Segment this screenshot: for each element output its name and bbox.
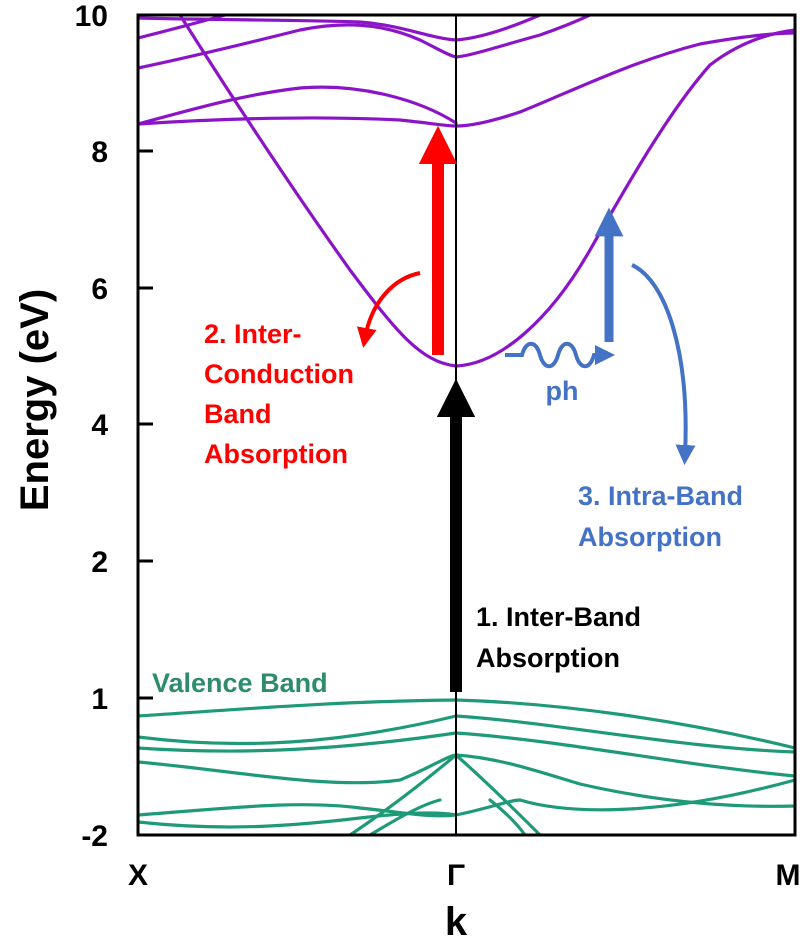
y-tick-8: 8: [91, 136, 108, 169]
y-tick-1: 1: [91, 683, 108, 716]
conduction-bands: [138, 15, 795, 368]
x-axis-label: k: [445, 900, 468, 944]
inter-band-label-line-1: 1. Inter-Band: [476, 602, 641, 632]
valence-bands: [138, 698, 795, 835]
y-tick-2: 2: [91, 546, 108, 579]
x-tick-X: X: [128, 859, 148, 892]
valence-band-6: [138, 811, 458, 829]
valence-band-8: [368, 798, 442, 835]
phonon-label: ph: [546, 376, 579, 406]
valence-band-9: [488, 798, 527, 835]
conduction-band-lowest: [178, 15, 795, 368]
inter-conduction-label-line-1: 2. Inter-: [204, 319, 302, 349]
conduction-band-2: [138, 31, 795, 128]
intra-band-curved-arrow: [631, 263, 696, 465]
valence-band-7: [348, 752, 542, 835]
phonon-wave-arrow: [505, 341, 615, 369]
y-tick-4: 4: [91, 409, 108, 442]
inter-band-label: 1. Inter-Band Absorption: [476, 602, 641, 673]
y-tick-marks: [138, 13, 153, 837]
valence-band-1: [138, 698, 795, 750]
y-tick-6: 6: [91, 273, 108, 306]
valence-band-label: Valence Band: [152, 668, 328, 698]
conduction-band-5: [138, 15, 542, 42]
inter-conduction-label: 2. Inter- Conduction Band Absorption: [204, 319, 354, 469]
y-tick-10: 10: [75, 0, 108, 33]
inter-conduction-label-line-2: Conduction: [204, 359, 354, 389]
valence-band-5: [138, 778, 795, 818]
inter-conduction-label-line-3: Band: [204, 399, 272, 429]
inter-band-label-line-2: Absorption: [476, 643, 620, 673]
y-tick-minus-2: -2: [81, 820, 108, 853]
x-tick-gamma: Γ: [447, 859, 465, 892]
y-axis-label: Energy (eV): [13, 289, 57, 511]
inter-conduction-curved-arrow: [356, 271, 421, 348]
conduction-band-3: [138, 15, 592, 70]
conduction-band-6: [138, 85, 458, 126]
intra-band-label: 3. Intra-Band Absorption: [578, 481, 743, 552]
intra-band-label-line-1: 3. Intra-Band: [578, 481, 743, 511]
x-tick-M: M: [776, 859, 801, 892]
intra-band-label-line-2: Absorption: [578, 522, 722, 552]
inter-conduction-label-line-4: Absorption: [204, 439, 348, 469]
conduction-band-4: [138, 15, 227, 40]
